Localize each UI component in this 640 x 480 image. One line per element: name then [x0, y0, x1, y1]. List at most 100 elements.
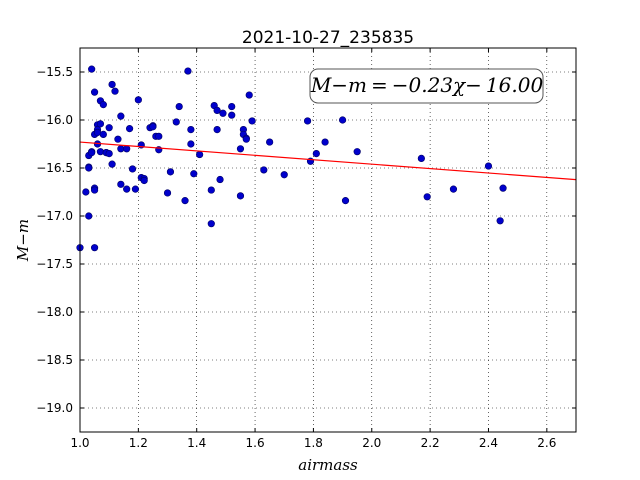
data-point — [236, 192, 245, 200]
data-point — [213, 126, 221, 134]
annotation-text: M−m = −0.23χ− 16.00 — [310, 73, 544, 97]
data-point — [85, 212, 93, 220]
data-point — [496, 217, 504, 225]
data-point — [123, 145, 131, 153]
data-point — [312, 150, 320, 158]
data-point — [96, 148, 105, 156]
x-tick-label: 2.4 — [479, 436, 498, 450]
fit-annotation: M−m = −0.23χ− 16.00 — [309, 68, 544, 104]
data-point — [117, 180, 125, 188]
data-point — [207, 186, 215, 194]
x-tick-label: 1.6 — [246, 436, 265, 450]
data-point — [88, 149, 96, 157]
data-point — [90, 88, 99, 96]
data-point — [134, 96, 142, 104]
data-point — [131, 185, 140, 193]
x-tick-label: 1.0 — [70, 436, 89, 450]
data-point — [108, 80, 116, 89]
y-tick-label: −18.5 — [36, 353, 73, 367]
data-point — [236, 145, 245, 153]
data-point — [207, 220, 215, 228]
data-point — [163, 189, 172, 197]
tick-marks — [79, 48, 576, 432]
data-point — [172, 118, 180, 126]
data-point — [149, 123, 157, 131]
data-point — [280, 171, 288, 179]
fit-line — [79, 141, 577, 181]
data-point — [338, 116, 347, 124]
data-point — [105, 124, 113, 132]
data-point — [123, 185, 131, 193]
data-point — [228, 111, 236, 119]
y-tick-label: −17.0 — [36, 209, 73, 223]
data-point — [126, 125, 134, 133]
annotation-box — [309, 68, 544, 104]
data-point — [128, 165, 137, 173]
plot-area — [80, 48, 576, 432]
data-point — [245, 91, 253, 99]
data-point — [88, 65, 96, 73]
data-point — [108, 160, 116, 168]
y-tick-label: −18.0 — [36, 305, 73, 319]
data-point — [248, 117, 256, 125]
y-tick-label: −16.5 — [36, 161, 73, 175]
y-tick-label: −15.5 — [36, 65, 73, 79]
data-point — [499, 184, 507, 192]
x-tick-label: 1.2 — [129, 436, 148, 450]
data-point — [90, 186, 99, 194]
data-point — [196, 150, 204, 159]
data-point — [341, 197, 350, 205]
data-point — [187, 140, 195, 148]
data-point — [423, 193, 431, 201]
data-point — [213, 106, 221, 114]
x-tick-label: 2.6 — [537, 436, 556, 450]
data-point — [228, 102, 236, 111]
data-point — [96, 120, 105, 128]
data-point — [155, 132, 163, 140]
data-point — [117, 112, 125, 120]
y-tick-label: −16.0 — [36, 113, 73, 127]
data-point — [321, 138, 329, 146]
data-point — [187, 126, 195, 134]
x-tick-label: 2.0 — [362, 436, 381, 450]
data-point — [219, 109, 227, 117]
data-point — [303, 117, 312, 125]
data-point — [111, 87, 119, 95]
data-point — [90, 244, 99, 252]
y-tick-label: −19.0 — [36, 401, 73, 415]
data-point — [99, 101, 107, 109]
data-point — [266, 138, 274, 146]
y-axis-label: M−m — [14, 219, 32, 262]
x-tick-label: 1.4 — [187, 436, 206, 450]
data-point — [85, 164, 93, 172]
data-point — [166, 168, 175, 176]
data-point — [449, 185, 458, 193]
data-point — [260, 166, 268, 174]
chart-title: 2021-10-27_235835 — [242, 28, 414, 48]
data-point — [353, 148, 361, 156]
data-point — [181, 197, 189, 205]
data-point — [82, 188, 90, 196]
data-point — [190, 170, 198, 178]
gridlines — [79, 48, 576, 432]
x-tick-labels: 1.0 1.2 1.4 1.6 1.8 2.0 2.2 2.4 2.6 — [70, 436, 556, 450]
y-tick-labels: −15.5 −16.0 −16.5 −17.0 −17.5 −18.0 −18.5 −19.0 — [36, 65, 73, 415]
data-point — [184, 67, 192, 75]
data-point — [140, 176, 148, 185]
plot-frame — [79, 47, 577, 433]
fit-line-group — [79, 141, 577, 181]
data-point — [105, 150, 113, 158]
data-points — [76, 65, 507, 252]
x-axis-label: airmass — [298, 456, 358, 474]
data-point — [216, 175, 224, 184]
data-point — [114, 135, 122, 143]
data-point — [417, 154, 425, 162]
data-point — [175, 102, 183, 111]
x-tick-label: 1.8 — [304, 436, 323, 450]
data-point — [242, 135, 250, 143]
x-tick-label: 2.2 — [421, 436, 440, 450]
y-tick-label: −17.5 — [36, 257, 73, 271]
data-point — [99, 130, 107, 138]
data-point — [484, 162, 493, 170]
